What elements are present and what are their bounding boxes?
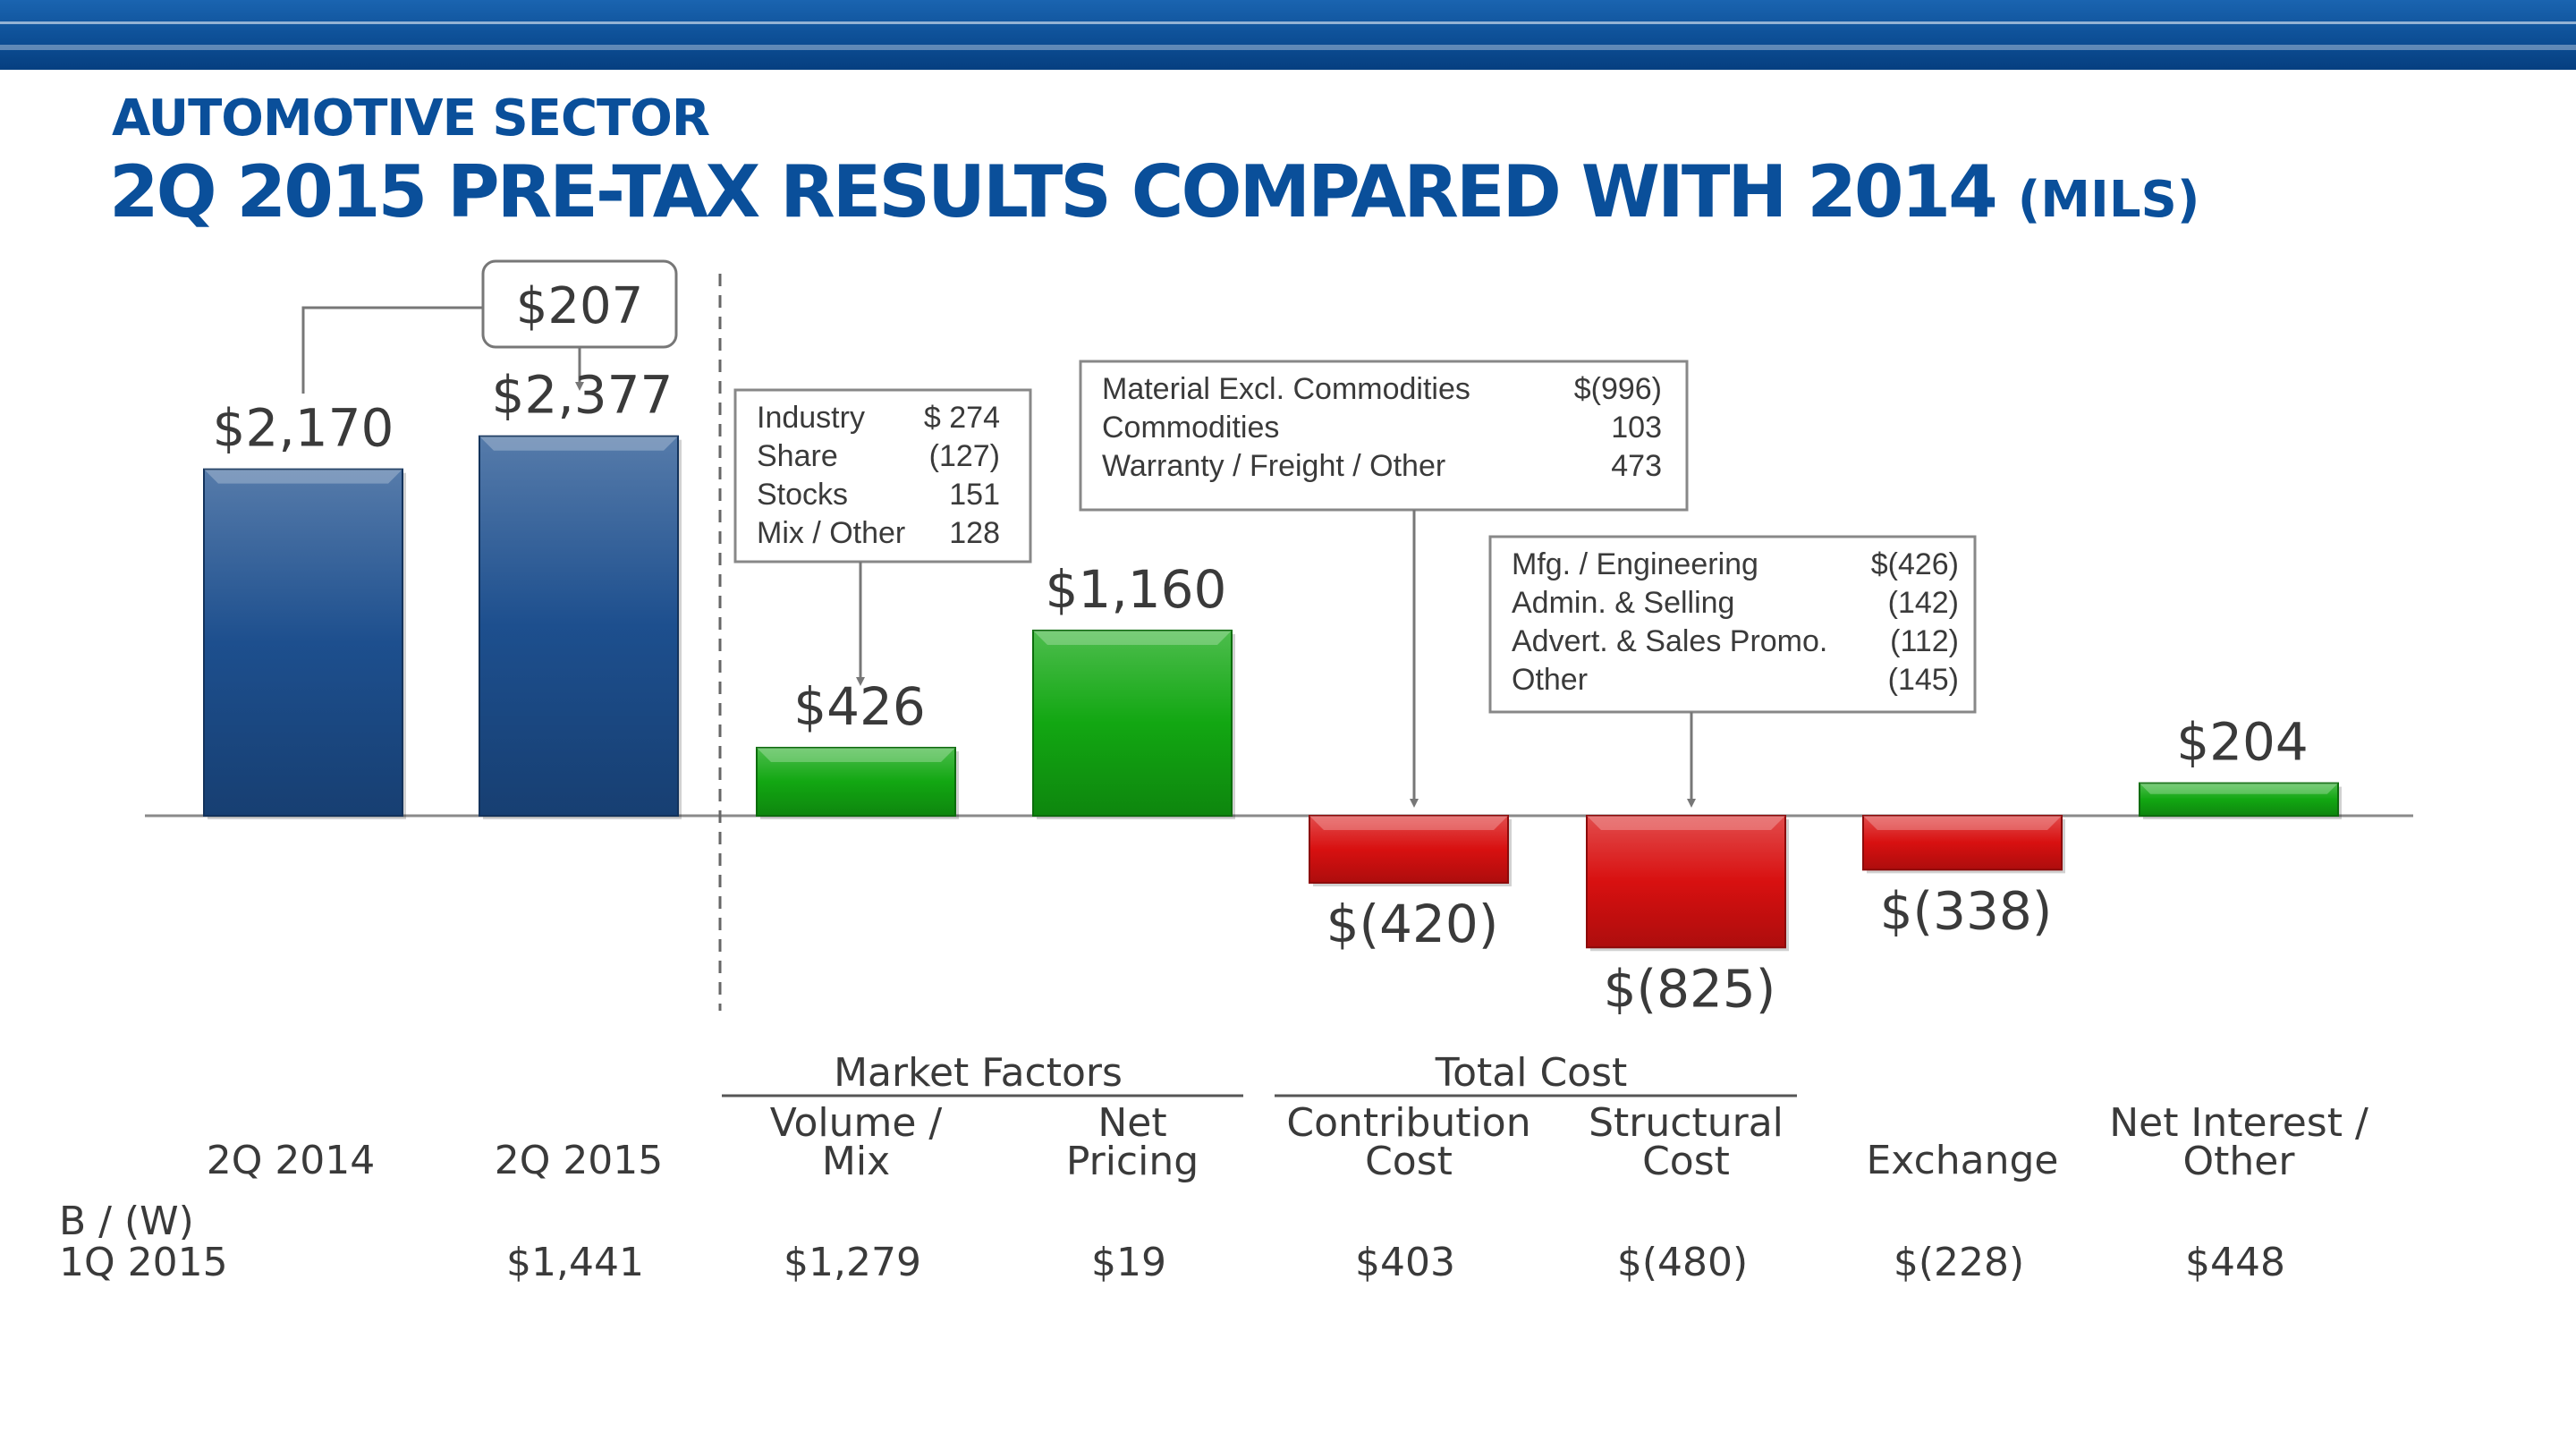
breakdown-volume-mix-item-value: (127) (929, 439, 1000, 473)
breakdown-volume-mix-item-value: 128 (949, 516, 1000, 550)
breakdown-volume-mix-item-label: Share (757, 439, 838, 473)
category-label-structural-cost-1: Structural (1589, 1100, 1784, 1146)
value-label-net-pricing: $1,160 (1046, 559, 1227, 620)
breakdown-structural-cost-item-value: (112) (1890, 624, 1959, 658)
comparison-value-2q-2015: $1,441 (506, 1240, 644, 1285)
bar-contribution-cost (1309, 815, 1509, 884)
breakdown-structural-cost-item-label: Mfg. / Engineering (1512, 547, 1758, 581)
category-label-2q-2014: 2Q 2014 (207, 1138, 376, 1183)
comparison-value-volume-mix: $1,279 (784, 1240, 921, 1285)
category-label-net-pricing-2: Pricing (1066, 1139, 1199, 1184)
value-label-contribution-cost: $(420) (1326, 894, 1499, 954)
breakdown-contribution-cost-item-label: Warranty / Freight / Other (1102, 449, 1445, 483)
category-label-2q-2015: 2Q 2015 (495, 1138, 664, 1183)
breakdown-contribution-cost-item-value: 103 (1611, 411, 1662, 445)
breakdown-structural-cost-item-label: Advert. & Sales Promo. (1512, 624, 1827, 658)
breakdown-structural-cost-item-label: Other (1512, 663, 1588, 697)
category-label-volume-mix-1: Volume / (770, 1100, 943, 1146)
breakdown-structural-cost-item-value: $(426) (1871, 547, 1959, 581)
breakdown-structural-cost-box (1488, 535, 1977, 714)
breakdown-volume-mix-item-label: Stocks (757, 478, 848, 512)
bar-2q-2014-bevel (204, 469, 402, 484)
bar-net-pricing (1032, 629, 1233, 817)
category-label-contribution-cost-2: Cost (1365, 1139, 1453, 1184)
category-label-contribution-cost-1: Contribution (1286, 1100, 1530, 1146)
bar-structural-cost-bevel (1587, 816, 1785, 830)
page-title: 2Q 2015 PRE-TAX RESULTS COMPARED WITH 20… (109, 150, 2199, 233)
group-label-total-cost: Total Cost (1435, 1050, 1628, 1096)
comparison-value-net-pricing: $19 (1091, 1240, 1166, 1285)
change-connector (301, 306, 485, 394)
breakdown-volume-mix-item-label: Industry (757, 401, 865, 435)
bar-volume-mix (756, 746, 956, 817)
bar-exchange-bevel (1863, 816, 2062, 830)
bar-net-pricing-bevel (1033, 630, 1232, 645)
sector-heading: AUTOMOTIVE SECTOR (112, 89, 710, 148)
breakdown-volume-mix-item-label: Mix / Other (757, 516, 905, 550)
title-text: 2Q 2015 PRE-TAX RESULTS COMPARED WITH 20… (109, 150, 1998, 233)
bar-structural-cost (1586, 815, 1786, 949)
comparison-value-structural-cost: $(480) (1617, 1240, 1748, 1285)
category-label-net-interest-other-2: Other (2183, 1139, 2296, 1184)
value-label-2q-2014: $2,170 (213, 398, 394, 459)
change-value: $207 (516, 277, 644, 335)
comparison-value-net-interest-other: $448 (2185, 1240, 2285, 1285)
category-label-net-pricing-1: Net (1097, 1100, 1166, 1146)
bar-volume-mix-bevel (757, 747, 955, 762)
breakdown-contribution-cost-item-value: 473 (1611, 449, 1662, 483)
bar-2q-2015 (479, 435, 679, 817)
value-label-volume-mix: $426 (793, 676, 926, 737)
category-label-structural-cost-2: Cost (1642, 1139, 1730, 1184)
breakdown-volume-mix-item-value: 151 (949, 478, 1000, 512)
breakdown-volume-mix-box (733, 388, 1032, 564)
title-unit: (MILS) (2017, 171, 2200, 229)
bar-net-interest-other (2139, 782, 2339, 817)
value-label-net-interest-other: $204 (2176, 712, 2309, 773)
breakdown-structural-cost-item-value: (142) (1888, 586, 1959, 620)
top-banner (0, 0, 2576, 70)
comparison-value-contribution-cost: $403 (1355, 1240, 1455, 1285)
breakdown-contribution-cost-item-label: Material Excl. Commodities (1102, 372, 1470, 406)
comparison-label-1: B / (W) (59, 1199, 194, 1244)
breakdown-structural-cost-item-label: Admin. & Selling (1512, 586, 1734, 620)
category-label-volume-mix-2: Mix (822, 1139, 890, 1184)
comparison-label-2: 1Q 2015 (59, 1240, 228, 1285)
breakdown-contribution-cost-item-label: Commodities (1102, 411, 1279, 445)
group-label-market-factors: Market Factors (834, 1050, 1123, 1096)
bar-2q-2014 (203, 468, 403, 818)
breakdown-contribution-cost-box (1079, 360, 1689, 512)
value-label-2q-2015: $2,377 (492, 365, 674, 426)
category-label-exchange: Exchange (1867, 1138, 2059, 1183)
bar-exchange (1862, 815, 2063, 871)
value-label-exchange: $(338) (1880, 880, 2053, 941)
breakdown-structural-cost-item-value: (145) (1888, 663, 1959, 697)
bar-contribution-cost-bevel (1309, 816, 1508, 830)
breakdown-volume-mix-item-value: $ 274 (924, 401, 1000, 435)
value-label-structural-cost: $(825) (1604, 958, 1776, 1019)
bar-2q-2015-bevel (479, 436, 678, 451)
breakdown-contribution-cost-item-value: $(996) (1574, 372, 1662, 406)
category-label-net-interest-other-1: Net Interest / (2109, 1100, 2368, 1146)
comparison-value-exchange: $(228) (1894, 1240, 2024, 1285)
bar-net-interest-other-bevel (2140, 783, 2338, 794)
